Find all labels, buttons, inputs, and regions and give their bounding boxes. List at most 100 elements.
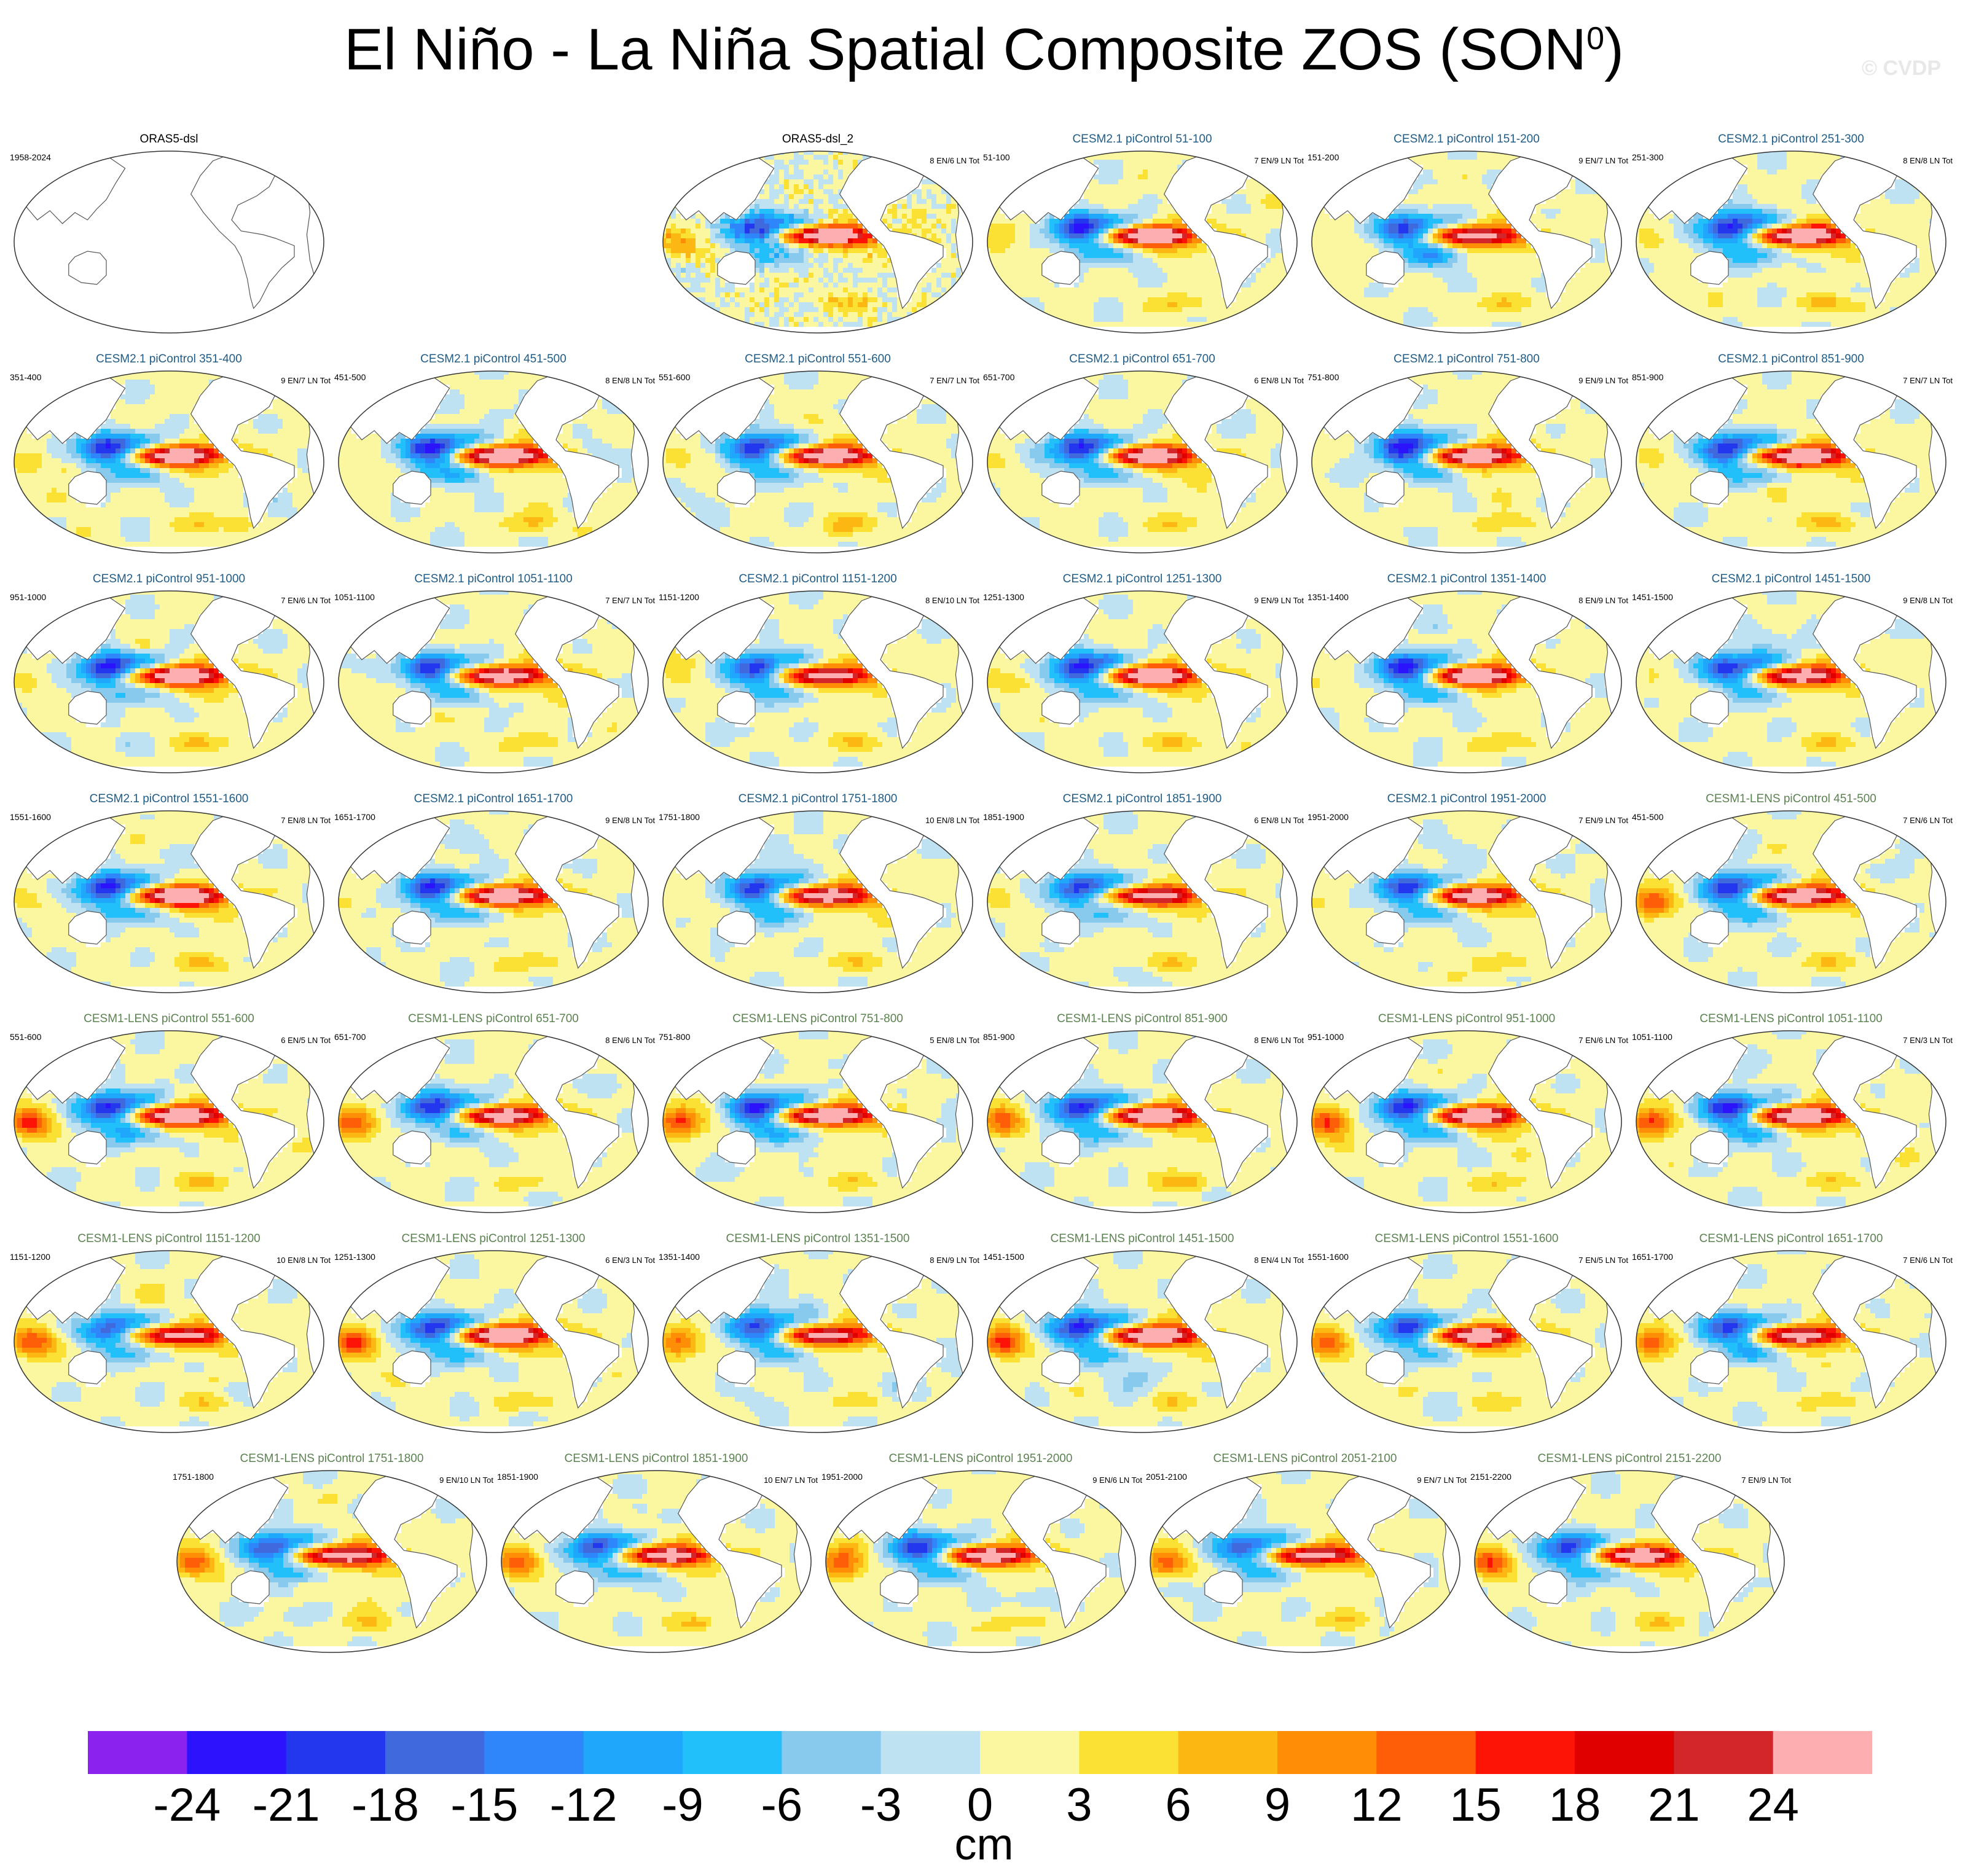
panel-event-count: 9 EN/9 LN Tot (1254, 596, 1304, 605)
panel-title: CESM1-LENS piControl 751-800 (655, 1012, 981, 1026)
panel-years-label: 1751-1800 (659, 812, 700, 822)
map-panel: CESM1-LENS piControl 1751-1800 1751-1800 9… (169, 1452, 495, 1661)
panel-event-count: 6 EN/8 LN Tot (1254, 816, 1304, 825)
panel-years-label: 1551-1600 (1307, 1252, 1349, 1262)
world-map (1148, 1469, 1462, 1654)
panel-title: CESM2.1 piControl 51-100 (979, 133, 1305, 146)
map-panel: CESM2.1 piControl 1451-1500 1451-1500 9 EN… (1628, 573, 1954, 781)
panel-title: CESM2.1 piControl 551-600 (655, 353, 981, 366)
colorbar-swatch (1079, 1731, 1178, 1774)
panel-event-count: 7 EN/3 LN Tot (1903, 1036, 1953, 1045)
map-panel: CESM1-LENS piControl 951-1000 951-1000 7 E… (1304, 1012, 1629, 1221)
world-map (824, 1469, 1137, 1654)
panel-years-label: 651-700 (334, 1032, 366, 1042)
panel-title: CESM2.1 piControl 1151-1200 (655, 573, 981, 586)
panel-years-label: 351-400 (10, 372, 41, 382)
world-map (337, 590, 650, 774)
world-map (661, 590, 974, 774)
world-map (1310, 150, 1623, 334)
map-panel: ORAS5-dsl_2 8 EN/6 LN Tot (655, 133, 981, 342)
world-map (661, 810, 974, 994)
panel-title: CESM2.1 piControl 451-500 (331, 353, 656, 366)
panel-event-count: 6 EN/8 LN Tot (1254, 376, 1304, 385)
panel-years-label: 1451-1500 (983, 1252, 1024, 1262)
panel-event-count: 5 EN/8 LN Tot (930, 1036, 979, 1045)
map-panel: CESM1-LENS piControl 1851-1900 1851-1900 1… (493, 1452, 819, 1661)
panel-years-label: 1351-1400 (659, 1252, 700, 1262)
panel-event-count: 10 EN/8 LN Tot (276, 1256, 331, 1265)
world-map (661, 370, 974, 554)
panel-title: ORAS5-dsl (6, 133, 332, 146)
panel-event-count: 9 EN/7 LN Tot (281, 376, 331, 385)
panel-years-label: 651-700 (983, 372, 1014, 382)
panel-title: CESM2.1 piControl 1451-1500 (1628, 573, 1954, 586)
panel-years-label: 1351-1400 (1307, 592, 1349, 602)
map-panel: CESM2.1 piControl 51-100 51-100 7 EN/9 LN … (979, 133, 1305, 342)
map-panel: CESM2.1 piControl 1151-1200 1151-1200 8 EN… (655, 573, 981, 781)
panel-years-label: 1851-1900 (497, 1472, 538, 1482)
panel-event-count: 8 EN/8 LN Tot (605, 376, 655, 385)
map-panel: CESM1-LENS piControl 651-700 651-700 8 EN/… (331, 1012, 656, 1221)
colorbar-swatch (683, 1731, 782, 1774)
panel-event-count: 7 EN/6 LN Tot (281, 596, 331, 605)
panel-event-count: 7 EN/7 LN Tot (1903, 376, 1953, 385)
world-map (337, 810, 650, 994)
panel-years-label: 551-600 (10, 1032, 41, 1042)
panel-event-count: 7 EN/9 LN Tot (1578, 816, 1628, 825)
panel-event-count: 8 EN/10 LN Tot (925, 596, 979, 605)
panel-years-label: 1951-2000 (1307, 812, 1349, 822)
panel-title: CESM2.1 piControl 1251-1300 (979, 573, 1305, 586)
map-panel: CESM1-LENS piControl 1351-1500 1351-1400 8… (655, 1232, 981, 1441)
panel-event-count: 6 EN/3 LN Tot (605, 1256, 655, 1265)
panel-years-label: 951-1000 (1307, 1032, 1344, 1042)
world-map (1634, 1030, 1948, 1214)
panel-title: CESM1-LENS piControl 2151-2200 (1467, 1452, 1792, 1466)
panel-event-count: 8 EN/6 LN Tot (930, 156, 979, 165)
panel-years-label: 1951-2000 (821, 1472, 863, 1482)
map-panel: CESM1-LENS piControl 451-500 451-500 7 EN/… (1628, 792, 1954, 1001)
panel-years-label: 551-600 (659, 372, 690, 382)
panel-title: CESM2.1 piControl 251-300 (1628, 133, 1954, 146)
map-panel: CESM2.1 piControl 1351-1400 1351-1400 8 EN… (1304, 573, 1629, 781)
colorbar-swatch (484, 1731, 584, 1774)
panel-years-label: 51-100 (983, 152, 1010, 162)
world-map (986, 1030, 1299, 1214)
panel-event-count: 7 EN/9 LN Tot (1741, 1475, 1791, 1485)
panel-event-count: 8 EN/4 LN Tot (1254, 1256, 1304, 1265)
panel-years-label: 1451-1500 (1632, 592, 1673, 602)
map-panel: CESM2.1 piControl 851-900 851-900 7 EN/7 L… (1628, 353, 1954, 561)
panel-event-count: 7 EN/6 LN Tot (1903, 816, 1953, 825)
map-panel: CESM2.1 piControl 151-200 151-200 9 EN/7 L… (1304, 133, 1629, 342)
map-panel-grid: ORAS5-dsl 1958-2024 ORAS5-dsl_2 8 EN/6 LN T… (0, 0, 1968, 1695)
panel-event-count: 7 EN/9 LN Tot (1254, 156, 1304, 165)
panel-event-count: 7 EN/7 LN Tot (605, 596, 655, 605)
panel-event-count: 7 EN/5 LN Tot (1578, 1256, 1628, 1265)
panel-title: CESM1-LENS piControl 1051-1100 (1628, 1012, 1954, 1026)
colorbar-swatch (980, 1731, 1080, 1774)
map-panel: CESM2.1 piControl 451-500 451-500 8 EN/8 L… (331, 353, 656, 561)
map-panel: CESM1-LENS piControl 2051-2100 2051-2100 9… (1142, 1452, 1468, 1661)
panel-title: CESM1-LENS piControl 1951-2000 (818, 1452, 1143, 1466)
map-panel: CESM2.1 piControl 1051-1100 1051-1100 7 EN… (331, 573, 656, 781)
world-map (175, 1469, 488, 1654)
colorbar-swatch (1773, 1731, 1872, 1774)
panel-title: CESM1-LENS piControl 1851-1900 (493, 1452, 819, 1466)
panel-years-label: 1958-2024 (10, 152, 51, 162)
panel-years-label: 1151-1200 (659, 592, 699, 602)
panel-title: CESM2.1 piControl 1751-1800 (655, 792, 981, 806)
map-panel: CESM1-LENS piControl 1151-1200 1151-1200 1… (6, 1232, 332, 1441)
map-panel: ORAS5-dsl 1958-2024 (6, 133, 332, 342)
panel-event-count: 9 EN/9 LN Tot (1578, 376, 1628, 385)
map-panel: CESM2.1 piControl 1751-1800 1751-1800 10 E… (655, 792, 981, 1001)
panel-event-count: 8 EN/8 LN Tot (1903, 156, 1953, 165)
map-panel: CESM2.1 piControl 251-300 251-300 8 EN/8 L… (1628, 133, 1954, 342)
panel-event-count: 9 EN/6 LN Tot (1092, 1475, 1142, 1485)
panel-title: CESM1-LENS piControl 551-600 (6, 1012, 332, 1026)
panel-title: CESM2.1 piControl 1651-1700 (331, 792, 656, 806)
panel-years-label: 251-300 (1632, 152, 1663, 162)
panel-title: CESM2.1 piControl 851-900 (1628, 353, 1954, 366)
world-map (986, 1249, 1299, 1434)
coastline-greenland (279, 154, 304, 168)
map-panel: CESM1-LENS piControl 1951-2000 1951-2000 9… (818, 1452, 1143, 1661)
map-panel: CESM1-LENS piControl 1651-1700 1651-1700 7… (1628, 1232, 1954, 1441)
